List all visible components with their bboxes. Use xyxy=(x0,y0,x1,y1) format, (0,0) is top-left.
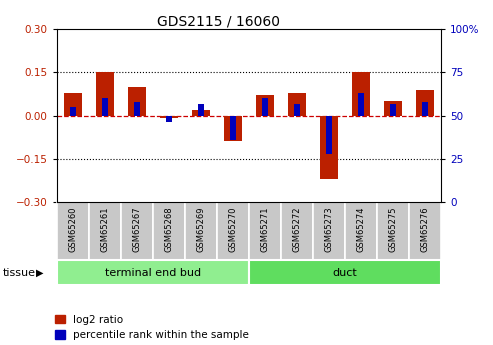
Text: GSM65269: GSM65269 xyxy=(196,207,206,252)
Bar xyxy=(249,202,281,260)
Title: GDS2115 / 16060: GDS2115 / 16060 xyxy=(157,14,280,28)
Bar xyxy=(358,93,364,116)
Text: GSM65272: GSM65272 xyxy=(292,207,302,252)
Bar xyxy=(160,116,177,118)
Text: duct: duct xyxy=(333,268,357,277)
Bar xyxy=(153,202,185,260)
Text: GSM65267: GSM65267 xyxy=(132,207,141,252)
Bar xyxy=(57,202,89,260)
Legend: log2 ratio, percentile rank within the sample: log2 ratio, percentile rank within the s… xyxy=(55,315,249,340)
Bar xyxy=(288,92,306,116)
Bar xyxy=(185,202,217,260)
Bar xyxy=(198,104,204,116)
Bar xyxy=(96,72,113,116)
Bar xyxy=(230,116,236,140)
Bar xyxy=(134,102,140,116)
Bar xyxy=(377,202,409,260)
Bar xyxy=(128,87,145,116)
Bar xyxy=(249,260,441,285)
Text: GSM65260: GSM65260 xyxy=(68,207,77,252)
Bar xyxy=(390,104,396,116)
Bar xyxy=(192,110,210,116)
Text: GSM65271: GSM65271 xyxy=(260,207,270,252)
Text: GSM65274: GSM65274 xyxy=(356,207,366,252)
Bar xyxy=(64,92,81,116)
Bar xyxy=(256,96,274,116)
Bar xyxy=(262,98,268,116)
Bar xyxy=(224,116,242,141)
Text: tissue: tissue xyxy=(2,268,35,277)
Text: ▶: ▶ xyxy=(36,268,43,277)
Bar xyxy=(70,107,75,116)
Text: GSM65275: GSM65275 xyxy=(388,207,398,252)
Bar xyxy=(320,116,338,179)
Bar xyxy=(281,202,313,260)
Text: GSM65270: GSM65270 xyxy=(228,207,238,252)
Bar xyxy=(385,101,402,116)
Bar xyxy=(345,202,377,260)
Bar xyxy=(352,72,370,116)
Bar xyxy=(57,260,249,285)
Bar xyxy=(326,116,332,154)
Bar xyxy=(102,98,107,116)
Text: GSM65268: GSM65268 xyxy=(164,207,174,252)
Bar xyxy=(409,202,441,260)
Bar xyxy=(121,202,153,260)
Bar xyxy=(294,104,300,116)
Bar xyxy=(417,90,434,116)
Text: GSM65276: GSM65276 xyxy=(421,207,430,252)
Bar xyxy=(217,202,249,260)
Text: GSM65273: GSM65273 xyxy=(324,207,334,252)
Text: GSM65261: GSM65261 xyxy=(100,207,109,252)
Text: terminal end bud: terminal end bud xyxy=(105,268,201,277)
Bar xyxy=(89,202,121,260)
Bar xyxy=(423,102,428,116)
Bar xyxy=(166,116,172,122)
Bar xyxy=(313,202,345,260)
